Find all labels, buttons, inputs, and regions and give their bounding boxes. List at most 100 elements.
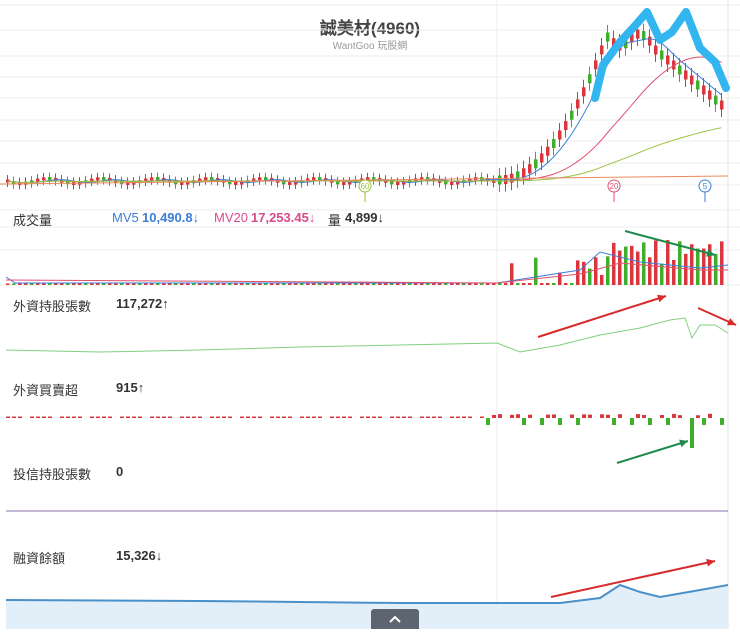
- volume-bar: [156, 283, 160, 285]
- volume-bar: [612, 242, 616, 285]
- foreign-net-bar: [66, 416, 70, 418]
- volume-bar: [318, 283, 322, 285]
- foreign-net-bar: [36, 416, 40, 418]
- volume-bar: [30, 283, 34, 285]
- volume-bar: [264, 283, 268, 285]
- volume-bar: [294, 283, 298, 285]
- foreign-net-bar: [600, 414, 604, 418]
- candle-body: [342, 181, 346, 185]
- volume-bar: [636, 251, 640, 285]
- volume-bar: [564, 283, 568, 285]
- foreign-net-bar: [330, 416, 334, 418]
- annotation-arrow-foreign-down-head: [727, 318, 736, 326]
- candle-body: [186, 181, 190, 185]
- foreign-net-bar: [516, 414, 520, 418]
- foreign-net-bar: [456, 416, 460, 418]
- foreign-net-bar: [312, 416, 316, 418]
- volume-bar: [558, 272, 562, 285]
- volume-bar: [138, 283, 142, 285]
- foreign-net-bar: [372, 416, 376, 418]
- foreign-net-bar: [432, 416, 436, 418]
- candle-body: [66, 181, 70, 185]
- candle-body: [558, 130, 562, 140]
- foreign-net-bar: [708, 413, 712, 418]
- foreign-net-bar: [228, 416, 232, 418]
- annotation-arrow-net-head: [679, 439, 688, 448]
- candle-body: [696, 80, 700, 90]
- foreign-net-bar: [192, 416, 196, 418]
- volume-bar: [618, 250, 622, 285]
- candle-body: [708, 90, 712, 100]
- volume-bar: [630, 245, 634, 285]
- volume-bar: [438, 283, 442, 285]
- trust-holding-value: 0: [116, 464, 124, 479]
- foreign-net-bar: [348, 416, 352, 418]
- foreign-net-bar: [702, 418, 706, 425]
- volume-bar: [588, 268, 592, 285]
- marker-ma20: [607, 179, 621, 193]
- foreign-net-bar: [30, 416, 34, 418]
- foreign-net-bar: [408, 416, 412, 418]
- foreign-net-bar: [378, 416, 382, 418]
- volume-bar: [690, 244, 694, 285]
- candle-body: [12, 181, 16, 185]
- volume-bar: [486, 283, 490, 285]
- foreign-net-bar: [6, 416, 10, 418]
- mv5-line: [5, 251, 729, 284]
- foreign-net-bar: [426, 416, 430, 418]
- volume-bar: [522, 283, 526, 285]
- volume-bar: [108, 283, 112, 285]
- volume-bar: [492, 283, 496, 285]
- volume-bar: [342, 283, 346, 285]
- volume-bar: [210, 283, 214, 285]
- volume-bar: [456, 283, 460, 285]
- volume-bar: [390, 283, 394, 285]
- foreign-net-bar: [498, 414, 502, 418]
- foreign-net-bar: [78, 416, 82, 418]
- foreign-net-bar: [12, 416, 16, 418]
- candle-body: [24, 181, 28, 185]
- mv20-line: [5, 262, 728, 284]
- candle-body: [240, 181, 244, 185]
- volume-bar: [228, 283, 232, 285]
- volume-bar: [54, 283, 58, 285]
- foreign-net-bar: [132, 416, 136, 418]
- foreign-net-bar: [648, 418, 652, 425]
- volume-bar: [312, 283, 316, 285]
- volume-bar: [516, 283, 520, 285]
- volume-bar: [594, 257, 598, 285]
- volume-bar: [174, 283, 178, 285]
- annotation-arrow-foreign: [537, 295, 667, 338]
- volume-bar: [624, 246, 628, 285]
- foreign-net-bar: [546, 414, 550, 418]
- volume-bar: [432, 283, 436, 285]
- candle-body: [348, 181, 352, 185]
- volume-bar: [198, 283, 202, 285]
- foreign-net-bar: [120, 416, 124, 418]
- volume-bar: [258, 283, 262, 285]
- mv20-value: 17,253.45↓: [251, 210, 316, 225]
- candle-body: [96, 177, 100, 181]
- foreign-net-bar: [252, 416, 256, 418]
- volume-bar: [450, 283, 454, 285]
- volume-bar: [648, 257, 652, 285]
- volume-bar: [462, 283, 466, 285]
- volume-bar: [6, 283, 10, 285]
- foreign-net-bar: [480, 416, 484, 418]
- volume-bar: [678, 241, 682, 285]
- volume-bar: [660, 263, 664, 285]
- volume-bar: [528, 283, 532, 285]
- annotation-arrow-margin-head: [706, 558, 715, 567]
- volume-bar: [216, 283, 220, 285]
- ma60-line: [7, 127, 722, 184]
- volume-bar: [672, 259, 676, 285]
- foreign-net-bar: [180, 416, 184, 418]
- volume-bar: [642, 242, 646, 285]
- foreign-net-bar: [618, 414, 622, 418]
- foreign-net-bar: [198, 416, 202, 418]
- foreign-net-bar: [420, 416, 424, 418]
- collapse-button[interactable]: [371, 609, 419, 629]
- volume-bar: [288, 283, 292, 285]
- foreign-net-bar: [612, 418, 616, 425]
- volume-bar: [420, 283, 424, 285]
